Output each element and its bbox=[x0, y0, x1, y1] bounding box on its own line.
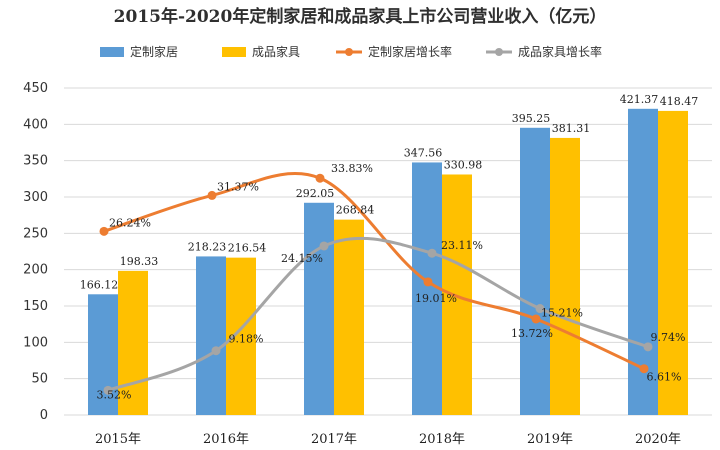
y-tick-label: 250 bbox=[23, 226, 48, 241]
rate-value-label: 23.11% bbox=[441, 239, 483, 252]
rate-value-label: 31.37% bbox=[217, 180, 259, 193]
x-tick-label: 2020年 bbox=[635, 432, 681, 447]
legend-marker bbox=[345, 48, 353, 56]
legend-swatch bbox=[100, 47, 124, 57]
rate-value-label: 9.74% bbox=[651, 331, 686, 344]
rate-value-label: 19.01% bbox=[415, 292, 457, 305]
rate-value-label: 6.61% bbox=[647, 371, 682, 384]
y-tick-label: 50 bbox=[31, 372, 48, 387]
x-tick-label: 2017年 bbox=[311, 432, 357, 447]
bar-value-label: 395.25 bbox=[512, 112, 551, 125]
rate-value-label: 26.24% bbox=[109, 216, 151, 229]
point-custom-growth bbox=[99, 226, 109, 236]
point-custom-growth bbox=[639, 364, 649, 374]
legend-label: 定制家居增长率 bbox=[368, 44, 452, 59]
x-tick-label: 2015年 bbox=[95, 432, 141, 447]
y-tick-label: 350 bbox=[23, 154, 48, 169]
legend-marker bbox=[495, 48, 503, 56]
legend: 定制家居 成品家具 定制家居增长率 成品家具增长率 bbox=[100, 44, 602, 59]
point-finished-growth bbox=[643, 342, 653, 352]
x-axis: 2015年 2016年 2017年 2018年 2019年 2020年 bbox=[95, 432, 681, 447]
x-tick-label: 2016年 bbox=[203, 432, 249, 447]
bar-finished-furniture bbox=[550, 137, 580, 415]
bar-value-label: 347.56 bbox=[404, 146, 443, 159]
bar-value-label: 418.47 bbox=[660, 95, 699, 108]
legend-label: 成品家具 bbox=[252, 44, 300, 59]
bar-value-label: 166.12 bbox=[80, 278, 119, 291]
bar-custom-furniture bbox=[196, 256, 226, 415]
gridlines bbox=[64, 87, 712, 416]
point-finished-growth bbox=[319, 241, 329, 251]
point-finished-growth bbox=[103, 385, 113, 395]
point-finished-growth bbox=[535, 304, 545, 314]
bar-custom-furniture bbox=[304, 202, 334, 415]
point-custom-growth bbox=[531, 314, 541, 324]
legend-label: 定制家居 bbox=[130, 44, 178, 59]
rate-value-label: 15.21% bbox=[541, 307, 583, 320]
y-tick-label: 450 bbox=[23, 81, 48, 96]
legend-label: 成品家具增长率 bbox=[518, 44, 602, 59]
point-custom-growth bbox=[315, 173, 325, 183]
y-axis: 0 50 100 150 200 250 300 350 400 450 bbox=[23, 81, 48, 423]
bars bbox=[88, 108, 688, 415]
bar-value-label: 198.33 bbox=[120, 255, 159, 268]
x-tick-label: 2018年 bbox=[419, 432, 465, 447]
bar-custom-furniture bbox=[520, 127, 550, 415]
bar-value-label: 421.37 bbox=[620, 93, 659, 106]
bar-finished-furniture bbox=[334, 219, 364, 415]
bar-value-label: 218.23 bbox=[188, 240, 227, 253]
bar-value-label: 268.84 bbox=[336, 204, 375, 217]
y-tick-label: 0 bbox=[40, 408, 48, 423]
chart-title: 2015年-2020年定制家居和成品家具上市公司营业收入（亿元） bbox=[114, 6, 607, 27]
line-custom-growth bbox=[103, 172, 645, 371]
bar-finished-furniture bbox=[118, 270, 148, 415]
bar-value-label: 381.31 bbox=[552, 122, 591, 135]
point-custom-growth bbox=[423, 277, 433, 287]
y-tick-label: 200 bbox=[23, 263, 48, 278]
bar-custom-furniture bbox=[88, 294, 118, 415]
point-finished-growth bbox=[211, 346, 221, 356]
bar-value-label: 330.98 bbox=[444, 158, 483, 171]
bar-finished-furniture bbox=[658, 110, 688, 415]
bar-value-label: 292.05 bbox=[296, 187, 335, 200]
y-tick-label: 150 bbox=[23, 299, 48, 314]
rate-value-label: 3.52% bbox=[97, 388, 132, 401]
y-tick-label: 400 bbox=[23, 117, 48, 132]
rate-lines bbox=[99, 172, 653, 395]
rate-value-label: 24.15% bbox=[281, 252, 323, 265]
bar-value-label: 216.54 bbox=[228, 242, 267, 255]
x-tick-label: 2019年 bbox=[527, 432, 573, 447]
y-tick-label: 100 bbox=[23, 335, 48, 350]
line-finished-growth bbox=[107, 236, 649, 392]
point-finished-growth bbox=[427, 248, 437, 258]
rate-value-label: 33.83% bbox=[331, 162, 373, 175]
rate-value-label: 9.18% bbox=[229, 333, 264, 346]
point-custom-growth bbox=[207, 190, 217, 200]
y-tick-label: 300 bbox=[23, 190, 48, 205]
bar-finished-furniture bbox=[226, 257, 256, 415]
legend-swatch bbox=[222, 47, 246, 57]
rate-value-label: 13.72% bbox=[511, 327, 553, 340]
